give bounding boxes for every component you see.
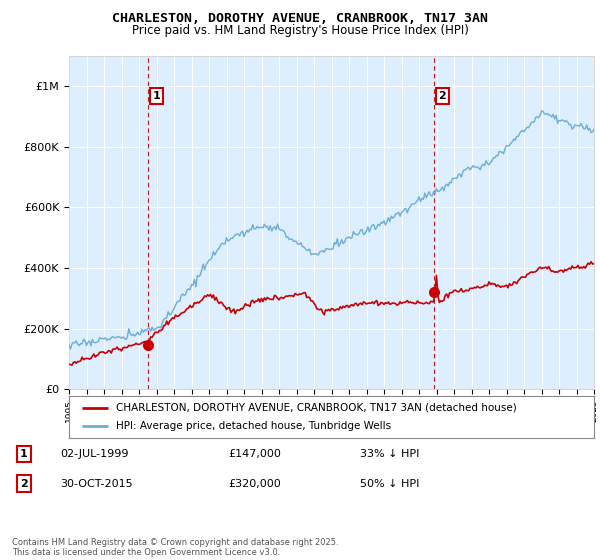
Text: 1: 1 xyxy=(152,91,160,101)
Text: 1: 1 xyxy=(20,449,28,459)
Text: 30-OCT-2015: 30-OCT-2015 xyxy=(60,479,133,489)
Text: 02-JUL-1999: 02-JUL-1999 xyxy=(60,449,128,459)
Text: £320,000: £320,000 xyxy=(228,479,281,489)
Text: CHARLESTON, DOROTHY AVENUE, CRANBROOK, TN17 3AN (detached house): CHARLESTON, DOROTHY AVENUE, CRANBROOK, T… xyxy=(116,403,517,413)
Text: Price paid vs. HM Land Registry's House Price Index (HPI): Price paid vs. HM Land Registry's House … xyxy=(131,24,469,36)
Text: £147,000: £147,000 xyxy=(228,449,281,459)
Text: 33% ↓ HPI: 33% ↓ HPI xyxy=(360,449,419,459)
Text: 2: 2 xyxy=(20,479,28,489)
Text: HPI: Average price, detached house, Tunbridge Wells: HPI: Average price, detached house, Tunb… xyxy=(116,421,391,431)
Text: 50% ↓ HPI: 50% ↓ HPI xyxy=(360,479,419,489)
Text: 2: 2 xyxy=(439,91,446,101)
Text: CHARLESTON, DOROTHY AVENUE, CRANBROOK, TN17 3AN: CHARLESTON, DOROTHY AVENUE, CRANBROOK, T… xyxy=(112,12,488,25)
Text: Contains HM Land Registry data © Crown copyright and database right 2025.
This d: Contains HM Land Registry data © Crown c… xyxy=(12,538,338,557)
